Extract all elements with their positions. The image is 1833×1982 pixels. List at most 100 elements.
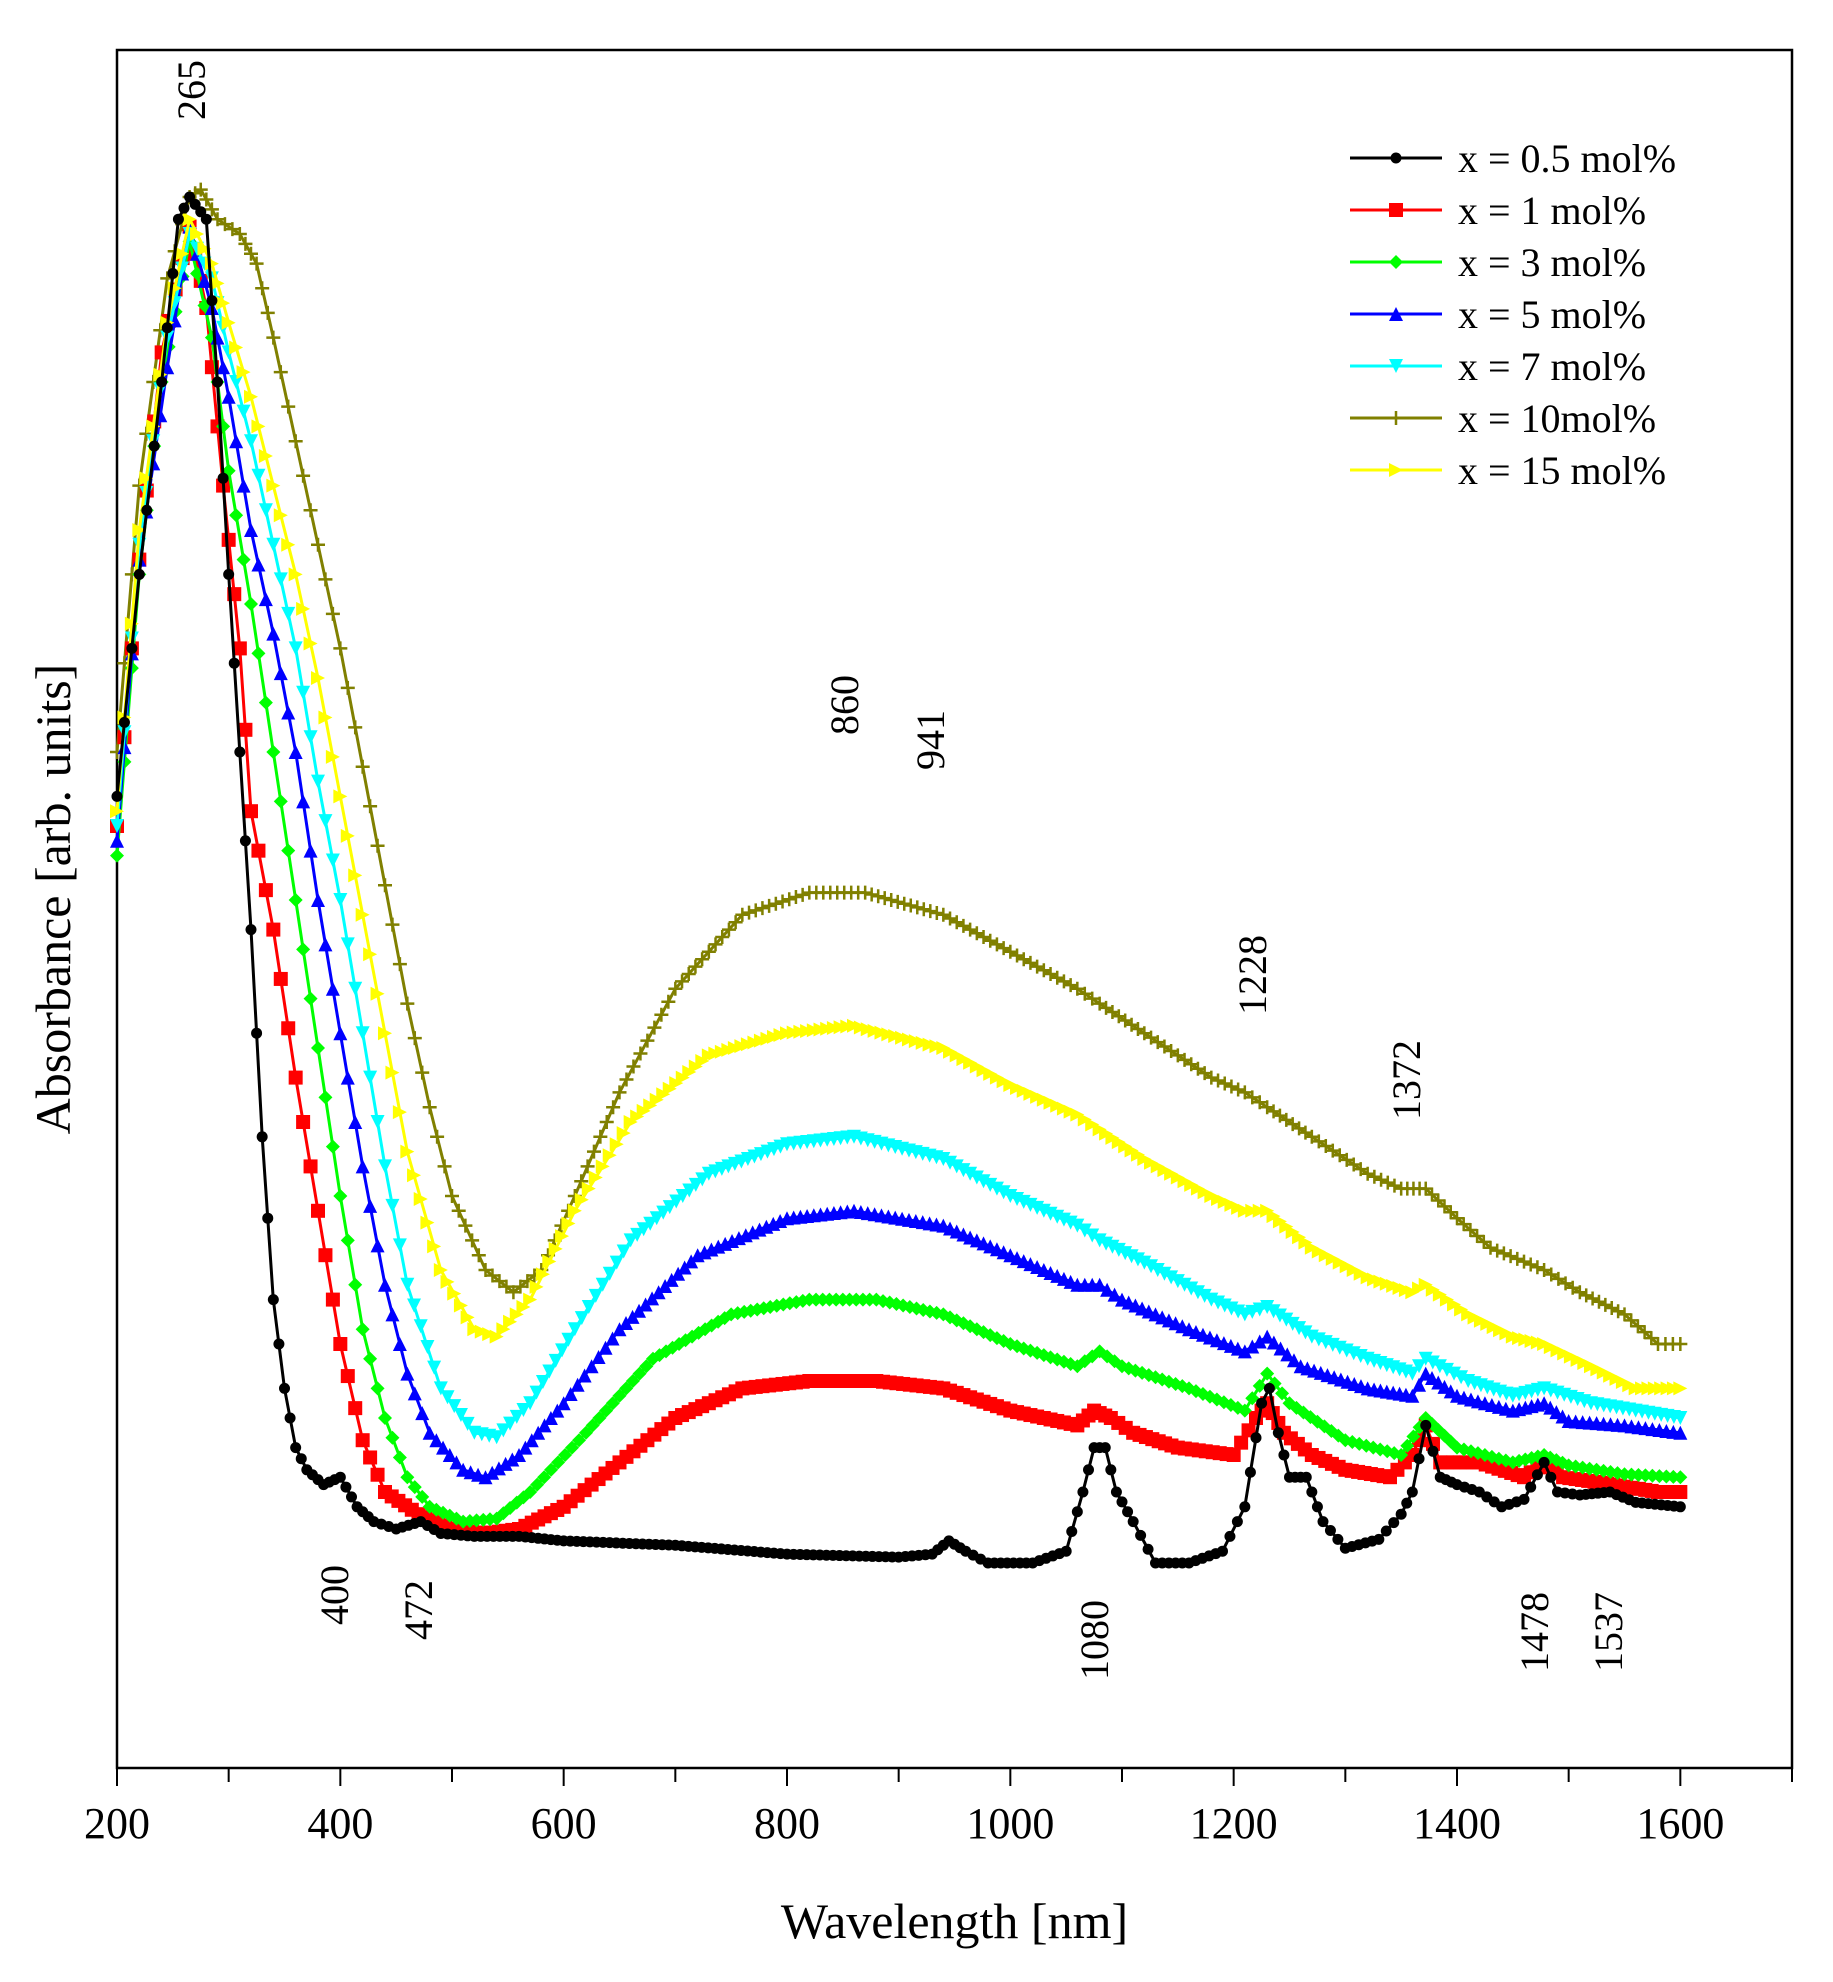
- data-point: [788, 890, 803, 905]
- data-point: [755, 901, 770, 916]
- data-point: [1260, 1300, 1275, 1314]
- data-point: [1237, 1085, 1252, 1100]
- data-point: [385, 1430, 400, 1445]
- data-point: [378, 878, 392, 893]
- data-point: [333, 1189, 348, 1203]
- data-point: [132, 523, 147, 537]
- data-point: [1389, 463, 1403, 477]
- data-point: [595, 1159, 610, 1174]
- data-point: [537, 1470, 552, 1485]
- data-point: [216, 296, 231, 311]
- data-point: [303, 503, 318, 518]
- data-point: [1518, 1493, 1530, 1505]
- data-point: [535, 1375, 550, 1390]
- data-point: [451, 1203, 466, 1218]
- data-point: [1456, 1217, 1471, 1232]
- data-point: [413, 1319, 428, 1334]
- data-point: [542, 1254, 557, 1269]
- data-point: [422, 1100, 437, 1115]
- data-point: [1226, 1448, 1241, 1462]
- x-tick-label: 200: [84, 1799, 150, 1848]
- data-point: [897, 896, 912, 911]
- data-point: [407, 1031, 422, 1046]
- data-point: [124, 616, 139, 631]
- data-point: [688, 1177, 703, 1192]
- data-point: [430, 1129, 445, 1144]
- data-point: [288, 641, 303, 656]
- data-point: [1239, 1501, 1251, 1513]
- data-point: [543, 1411, 558, 1425]
- data-point: [1135, 1529, 1147, 1541]
- data-point: [1390, 152, 1402, 164]
- data-point: [1077, 986, 1092, 1001]
- data-point: [407, 1480, 422, 1495]
- data-point: [478, 1470, 493, 1485]
- data-point: [111, 790, 123, 802]
- data-point: [407, 1386, 422, 1401]
- x-tick-label: 1200: [1190, 1799, 1278, 1848]
- legend: x = 0.5 mol% x = 1 mol% x = 3 mol% x = 5 mo…: [1350, 136, 1676, 493]
- data-point: [318, 937, 333, 952]
- data-point: [1395, 1508, 1407, 1520]
- data-point: [1252, 1334, 1267, 1349]
- data-point: [877, 891, 892, 906]
- data-point: [1389, 411, 1403, 425]
- data-point: [288, 745, 303, 759]
- data-point: [1245, 1090, 1260, 1105]
- x-tick-label: 800: [754, 1799, 820, 1848]
- data-point: [1611, 1304, 1626, 1319]
- data-point: [471, 1248, 486, 1263]
- data-point: [1272, 1308, 1287, 1323]
- data-point: [616, 1244, 631, 1259]
- data-point: [334, 1471, 346, 1483]
- data-point: [236, 478, 251, 493]
- peak-label: 860: [822, 675, 867, 735]
- data-point: [1405, 1388, 1420, 1403]
- data-point: [579, 1425, 593, 1440]
- data-point: [1070, 981, 1085, 996]
- data-point: [1092, 1277, 1107, 1292]
- data-point: [266, 330, 281, 345]
- data-point: [1673, 1381, 1688, 1396]
- data-point: [273, 794, 288, 809]
- data-point: [318, 814, 333, 829]
- data-point: [255, 281, 270, 296]
- data-point: [654, 1007, 669, 1022]
- data-point: [1137, 1255, 1152, 1270]
- data-point: [1673, 1470, 1688, 1485]
- data-point: [871, 889, 886, 904]
- data-point: [1425, 1355, 1440, 1370]
- data-point: [556, 1396, 571, 1411]
- x-tick-label: 1000: [966, 1799, 1054, 1848]
- data-point: [1263, 1382, 1275, 1394]
- data-point: [244, 597, 258, 611]
- data-point: [1387, 1178, 1402, 1193]
- data-point: [1406, 1486, 1418, 1498]
- data-point: [1292, 1321, 1307, 1336]
- data-point: [1177, 1277, 1192, 1292]
- x-tick-label: 1400: [1413, 1799, 1501, 1848]
- data-point: [864, 887, 879, 902]
- data-point: [295, 1453, 307, 1465]
- data-point: [626, 1059, 641, 1074]
- data-point: [415, 1065, 430, 1080]
- data-point: [348, 720, 363, 735]
- data-point: [1374, 1172, 1389, 1187]
- data-point: [1673, 1485, 1688, 1499]
- data-point: [636, 1222, 651, 1237]
- data-point: [1211, 1073, 1226, 1088]
- data-point: [561, 1332, 576, 1347]
- data-point: [449, 1455, 464, 1470]
- data-point: [200, 213, 212, 225]
- data-point: [1306, 1486, 1318, 1498]
- data-point: [548, 1353, 563, 1368]
- data-point: [516, 1403, 531, 1418]
- data-point: [1241, 1423, 1256, 1438]
- peak-label: 1478: [1512, 1592, 1557, 1672]
- peak-label: 265: [169, 60, 214, 120]
- data-point: [523, 1485, 538, 1499]
- data-point: [239, 835, 251, 847]
- data-point: [385, 917, 400, 932]
- data-point: [348, 1277, 363, 1292]
- data-point: [1260, 1329, 1275, 1344]
